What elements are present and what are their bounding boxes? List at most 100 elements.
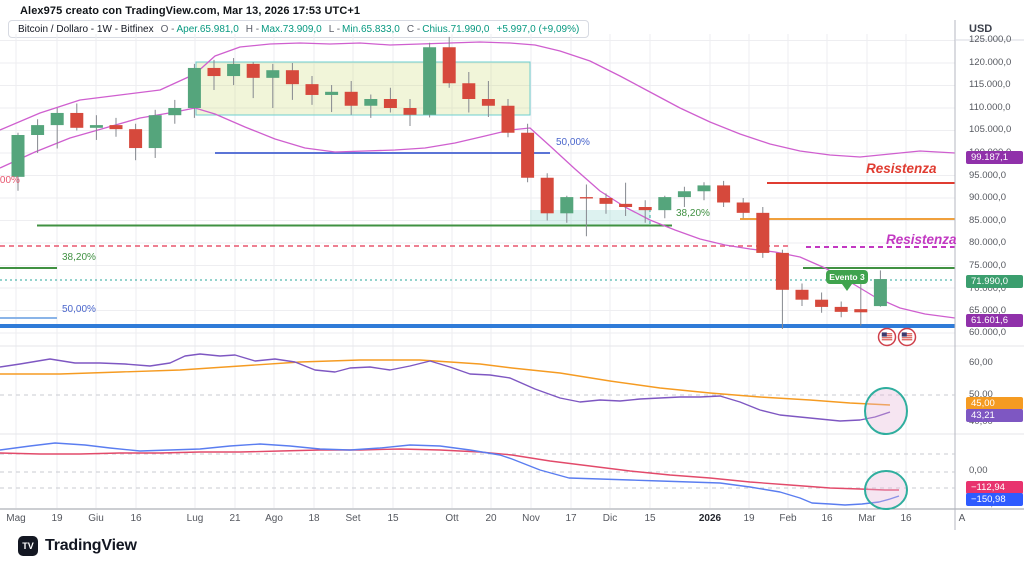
candle-down <box>501 99 515 138</box>
candle-up <box>560 195 574 223</box>
candle-body <box>717 185 731 203</box>
fib-level-label[interactable]: 50,00% <box>0 175 20 186</box>
ohlc-value: +5.997,0 (+9,09%) <box>496 23 580 35</box>
candle-down <box>462 72 476 113</box>
time-axis-tick: 19 <box>51 513 63 524</box>
candle-up <box>697 182 711 201</box>
time-axis-tick: 19 <box>743 513 755 524</box>
fib-level-label[interactable]: 50,00% <box>62 304 96 315</box>
price-axis-tick: 125.000,0 <box>969 34 1012 45</box>
range-box[interactable] <box>195 61 531 116</box>
candle-body <box>31 125 45 135</box>
event-balloon[interactable]: Evento 3 <box>826 270 868 291</box>
candle-up <box>50 108 64 149</box>
candle-down <box>736 198 750 219</box>
candle-down <box>717 180 731 207</box>
candle-down <box>599 193 613 214</box>
candle-body <box>187 67 201 108</box>
rsi-line[interactable] <box>0 353 891 422</box>
price-axis-tick: 85.000,0 <box>969 215 1006 226</box>
price-axis-tick: 70.000,0 <box>969 283 1006 294</box>
candle-down <box>854 283 868 326</box>
time-axis-tick: 2026 <box>698 513 722 524</box>
candle-down <box>834 301 848 318</box>
candle-body <box>521 132 535 178</box>
candle-down <box>344 81 358 115</box>
candle-down <box>442 36 456 88</box>
price-axis-tick: 60.000,0 <box>969 327 1006 338</box>
time-axis-tick: Mag <box>6 513 26 524</box>
candle-down <box>246 62 260 99</box>
candle-body <box>481 99 495 106</box>
price-axis-tick: 60,00 <box>969 357 993 368</box>
candle-down <box>285 63 299 100</box>
osc-slow-line[interactable] <box>0 442 900 506</box>
resistance-label[interactable]: Resistenza <box>866 161 937 176</box>
fib-level-label[interactable]: 50,00% <box>556 137 590 148</box>
highlight-circle[interactable] <box>864 470 908 510</box>
candle-body <box>501 105 515 133</box>
candle-down <box>70 103 84 131</box>
flag-canton <box>901 332 907 337</box>
fib-level-label[interactable]: 38,20% <box>62 252 96 263</box>
us-flag-event-icon[interactable] <box>897 327 917 347</box>
candle-body <box>579 197 593 199</box>
candle-down <box>540 173 554 221</box>
rsi-ma-line[interactable] <box>0 359 891 406</box>
price-badge: 71.990,0 <box>966 275 1023 288</box>
candle-up <box>325 85 339 113</box>
fib-level-label[interactable]: 38,20% <box>676 208 710 219</box>
price-axis-tick: 0,00 <box>969 465 988 476</box>
price-axis-tick: 95.000,0 <box>969 170 1006 181</box>
candle-up <box>187 63 201 118</box>
us-flag-event-icon[interactable] <box>877 327 897 347</box>
candle-up <box>89 115 103 140</box>
candle-down <box>109 117 123 137</box>
bollinger-lower-band <box>0 107 956 319</box>
price-badge: 43,21 <box>966 409 1023 422</box>
candle-body <box>50 112 64 126</box>
price-axis-tick: 90.000,0 <box>969 192 1006 203</box>
candle-body <box>638 207 652 211</box>
price-badge: −112,94 <box>966 481 1023 494</box>
candle-body <box>383 99 397 108</box>
time-axis-tick: Set <box>345 513 361 524</box>
candle-body <box>168 108 182 116</box>
candle-up <box>677 186 691 207</box>
ohlc-value: Max.73.909,0 <box>261 23 322 35</box>
candle-body <box>403 108 417 115</box>
candle-body <box>70 112 84 128</box>
price-axis-tick: 50,00 <box>969 389 993 400</box>
time-axis-tick: Lug <box>186 513 204 524</box>
candle-body <box>364 99 378 106</box>
candle-up <box>423 42 437 118</box>
time-axis-tick: Dic <box>602 513 618 524</box>
candle-down <box>619 182 633 216</box>
candle-down <box>756 207 770 258</box>
candle-body <box>109 125 123 130</box>
resistance-label[interactable]: Resistenza <box>886 232 957 247</box>
highlight-circle[interactable] <box>864 387 908 435</box>
candle-down <box>207 59 221 90</box>
ohlc-value: Min.65.833,0 <box>342 23 400 35</box>
time-axis-tick: 21 <box>229 513 241 524</box>
candle-body <box>325 91 339 95</box>
candle-up <box>11 132 25 191</box>
ohlc-label: O - <box>160 23 175 35</box>
candle-body <box>89 125 103 128</box>
accumulation-box[interactable] <box>530 210 650 225</box>
candle-body <box>677 191 691 198</box>
candles-layer <box>11 36 887 329</box>
candle-up <box>227 58 241 86</box>
time-axis-tick: 15 <box>644 513 656 524</box>
tradingview-logo[interactable]: TV TradingView <box>18 536 137 556</box>
candle-body <box>756 212 770 253</box>
symbol-ohlc-bar[interactable]: Bitcoin / Dollaro - 1W - Bitfinex O - Aper… <box>8 20 590 38</box>
osc-fast-line[interactable] <box>0 448 899 491</box>
candle-body <box>423 47 437 115</box>
flag-circle <box>877 327 897 347</box>
candle-body <box>462 83 476 99</box>
candle-down <box>521 123 535 183</box>
